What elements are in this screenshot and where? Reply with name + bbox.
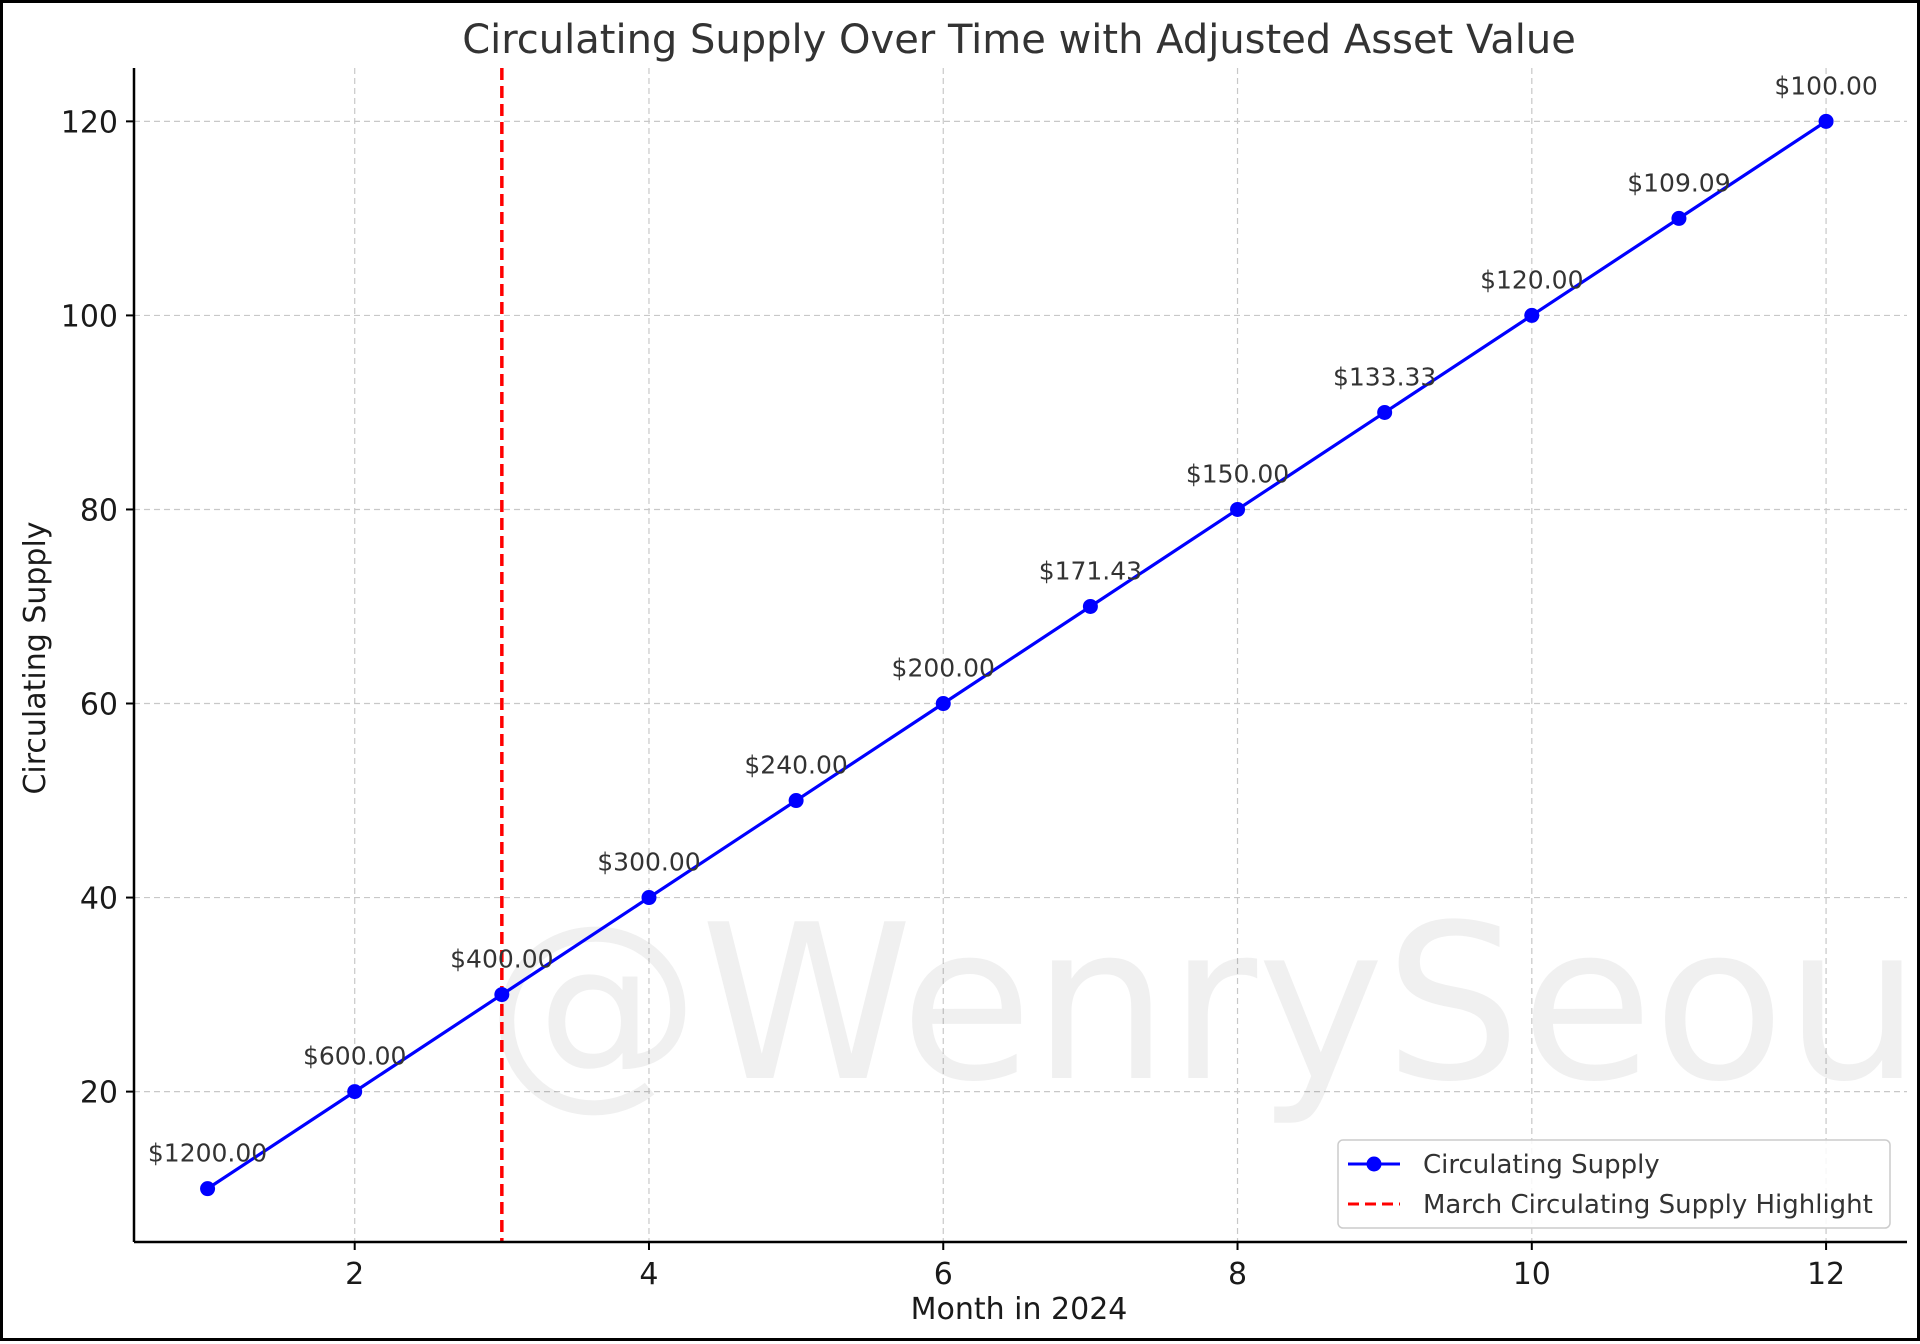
legend-marker-series [1366,1156,1382,1172]
x-tick-label: 12 [1807,1257,1845,1292]
point-labels-layer: $1200.00 $600.00 $400.00 $300.00 $240.00 $200… [148,71,1878,1167]
x-axis-label: Month in 2024 [911,1292,1128,1327]
x-tick-label: 2 [345,1257,364,1292]
series-layer [200,113,1834,1197]
y-tick-label: 60 [80,688,118,723]
data-point [641,890,657,906]
data-label: $120.00 [1480,265,1583,294]
legend-box [1337,1139,1891,1229]
data-point [1524,307,1540,323]
chart-svg: @WenrySeoul $1200.00 $600.00 $400.00 $300.0… [18,17,1920,1327]
data-point [1230,501,1246,517]
y-tick-label: 40 [80,882,118,917]
data-label: $1200.00 [148,1139,267,1168]
x-tick-label: 4 [639,1257,658,1292]
data-label: $240.00 [744,751,847,780]
data-label: $150.00 [1186,459,1289,488]
y-axis-label: Circulating Supply [18,521,53,794]
data-point [1671,210,1687,226]
grid-layer [134,68,1907,1242]
data-point [200,1181,216,1197]
data-point [935,696,951,712]
data-label: $109.09 [1627,168,1730,197]
legend-label-series: Circulating Supply [1423,1150,1660,1180]
watermark-layer: @WenrySeoul [485,878,1920,1129]
data-label: $300.00 [597,848,700,877]
axes-layer [132,68,1907,1244]
y-tick-label: 120 [61,105,118,140]
data-label: $171.43 [1039,556,1142,585]
legend: Circulating Supply March Circulating Sup… [1337,1139,1891,1229]
y-tick-label: 100 [61,299,118,334]
data-point [1377,404,1393,420]
series-line [206,120,1827,1190]
y-tick-label: 20 [80,1076,118,1111]
data-point [347,1084,363,1100]
data-point [788,793,804,809]
y-tick-label: 80 [80,493,118,528]
x-tick-label: 10 [1513,1257,1551,1292]
data-point [1082,598,1098,614]
chart-title: Circulating Supply Over Time with Adjust… [462,17,1576,63]
data-label: $100.00 [1774,71,1877,100]
data-point [494,987,510,1003]
data-label: $400.00 [450,945,553,974]
data-label: $200.00 [892,654,995,683]
data-label: $600.00 [303,1042,406,1071]
x-tick-label: 6 [934,1257,953,1292]
data-label: $133.33 [1333,362,1436,391]
data-point [1818,113,1834,129]
ticks-layer: 2 4 6 8 10 12 20 40 60 80 100 120 [61,105,1845,1292]
watermark: @WenrySeoul [485,878,1920,1129]
x-tick-label: 8 [1228,1257,1247,1292]
legend-label-vline: March Circulating Supply Highlight [1423,1190,1873,1220]
